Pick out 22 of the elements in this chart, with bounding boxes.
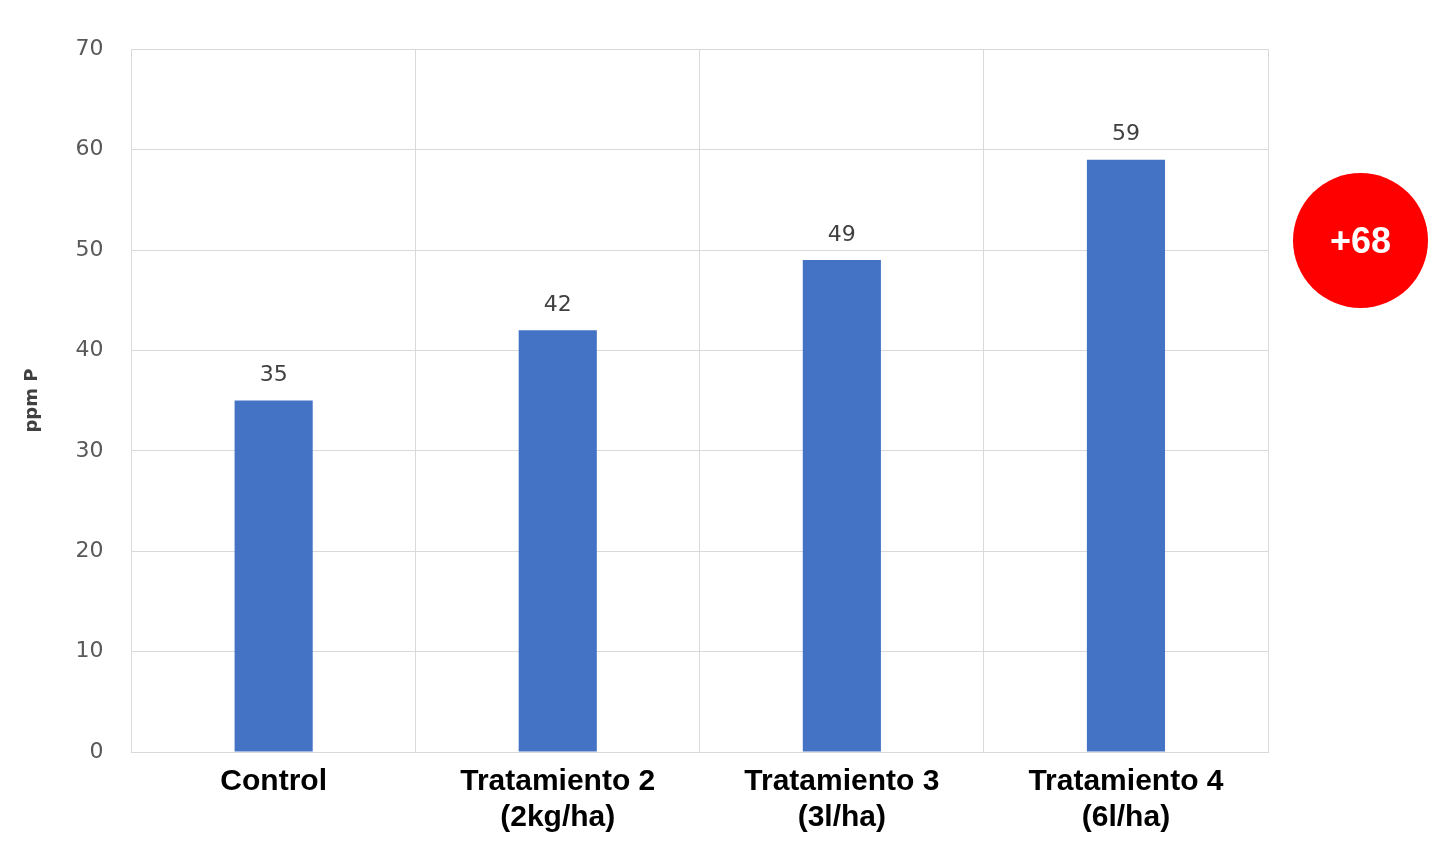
y-tick-label: 0 bbox=[89, 737, 104, 763]
x-tick-label: Control bbox=[220, 763, 327, 797]
y-tick-label: 20 bbox=[75, 536, 104, 562]
x-tick-label: Tratamiento 3 (3l/ha) bbox=[744, 763, 940, 833]
y-tick-label: 70 bbox=[75, 34, 104, 60]
data-label: 59 bbox=[1111, 120, 1140, 146]
bar bbox=[518, 330, 597, 752]
y-tick-label: 10 bbox=[75, 637, 104, 663]
y-axis-title: ppm P bbox=[20, 368, 42, 433]
y-tick-label: 30 bbox=[75, 436, 104, 462]
y-tick-label: 60 bbox=[75, 135, 104, 161]
y-tick-label: 50 bbox=[75, 235, 104, 261]
bar bbox=[1086, 159, 1166, 752]
data-label: 49 bbox=[827, 220, 856, 246]
oval-badge: +68 bbox=[1293, 173, 1428, 308]
data-label: 35 bbox=[259, 361, 288, 387]
bar bbox=[234, 400, 313, 752]
y-tick-label: 40 bbox=[75, 336, 104, 362]
x-tick-label: Tratamiento 4 (6l/ha) bbox=[1028, 763, 1224, 833]
x-tick-label: Tratamiento 2 (2kg/ha) bbox=[460, 763, 656, 833]
bar bbox=[802, 260, 881, 752]
data-label: 42 bbox=[543, 291, 572, 317]
